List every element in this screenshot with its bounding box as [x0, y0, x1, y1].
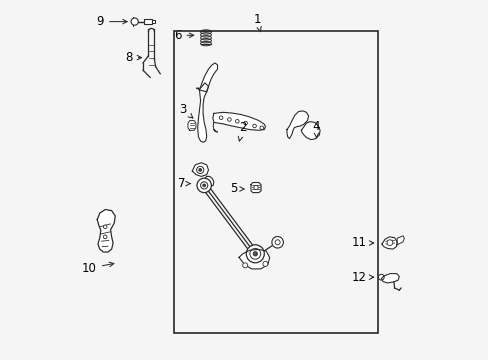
Polygon shape [204, 176, 213, 186]
Circle shape [103, 225, 107, 229]
Circle shape [219, 116, 223, 120]
Text: 2: 2 [238, 121, 246, 141]
Text: 9: 9 [97, 15, 127, 28]
Circle shape [242, 263, 247, 268]
Polygon shape [381, 237, 396, 249]
Text: 1: 1 [253, 13, 261, 32]
Circle shape [235, 120, 239, 123]
Bar [174, 31, 377, 333]
Circle shape [249, 248, 260, 259]
Text: 7: 7 [177, 177, 190, 190]
Circle shape [275, 240, 280, 245]
Polygon shape [286, 111, 308, 139]
Polygon shape [381, 274, 399, 283]
Polygon shape [301, 122, 320, 140]
Circle shape [253, 185, 258, 190]
Circle shape [200, 182, 207, 189]
Circle shape [253, 252, 257, 256]
Circle shape [197, 178, 211, 193]
Circle shape [378, 274, 384, 280]
Polygon shape [396, 236, 404, 245]
Circle shape [103, 235, 107, 239]
Circle shape [244, 121, 247, 125]
Text: 3: 3 [179, 103, 192, 118]
Polygon shape [199, 63, 217, 92]
Polygon shape [97, 210, 115, 252]
Circle shape [196, 166, 203, 174]
Circle shape [263, 261, 267, 266]
Text: 10: 10 [82, 262, 114, 275]
Text: 8: 8 [125, 51, 141, 64]
Circle shape [386, 240, 392, 246]
Circle shape [131, 18, 138, 25]
Circle shape [203, 184, 205, 187]
Polygon shape [212, 112, 265, 130]
Text: 12: 12 [350, 271, 373, 284]
Circle shape [246, 245, 264, 263]
Circle shape [252, 124, 256, 128]
Text: 11: 11 [350, 237, 373, 249]
Polygon shape [250, 183, 261, 193]
Text: 4: 4 [312, 120, 320, 138]
Text: 5: 5 [229, 183, 244, 195]
Polygon shape [192, 163, 208, 176]
Text: 6: 6 [174, 29, 193, 42]
Polygon shape [187, 121, 196, 130]
Polygon shape [197, 83, 208, 142]
Circle shape [260, 126, 263, 130]
Bar [151, 20, 155, 23]
Circle shape [271, 237, 283, 248]
Polygon shape [239, 249, 269, 269]
Bar [143, 19, 151, 24]
Circle shape [199, 168, 201, 171]
Circle shape [227, 118, 231, 121]
